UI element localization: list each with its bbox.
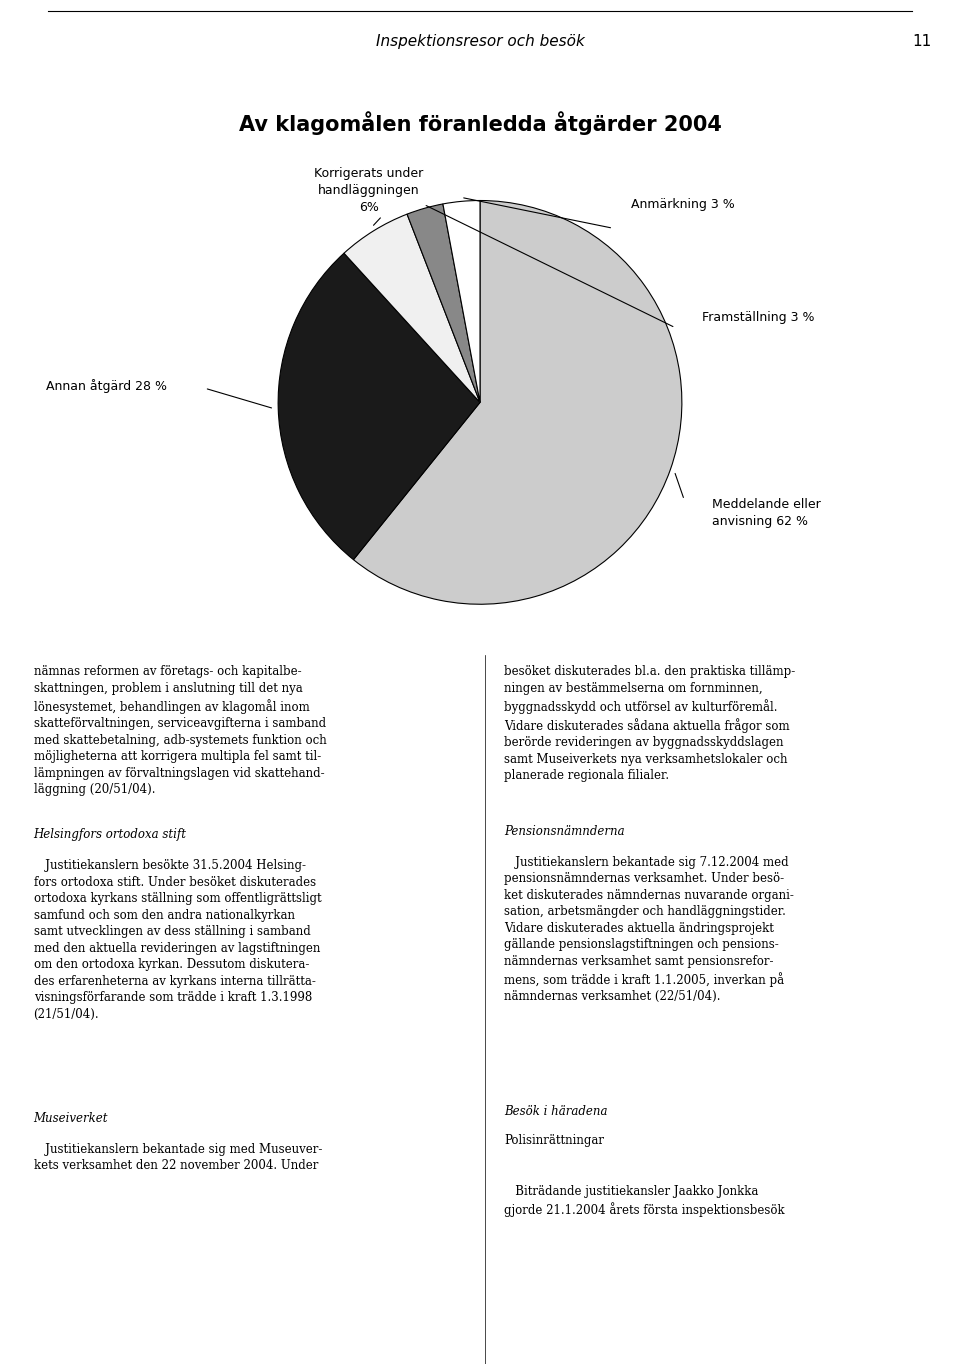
Text: Helsingfors ortodoxa stift: Helsingfors ortodoxa stift: [34, 828, 186, 842]
Wedge shape: [278, 254, 480, 559]
Text: Museiverket: Museiverket: [34, 1112, 108, 1125]
Text: 11: 11: [912, 34, 931, 49]
Text: besöket diskuterades bl.a. den praktiska tillämp-
ningen av bestämmelserna om fo: besöket diskuterades bl.a. den praktiska…: [504, 666, 795, 816]
Text: Anmärkning 3 %: Anmärkning 3 %: [632, 198, 735, 211]
Text: Polisinrättningar: Polisinrättningar: [504, 1120, 604, 1147]
Text: Meddelande eller
anvisning 62 %: Meddelande eller anvisning 62 %: [712, 498, 821, 528]
Text: Besök i häradena: Besök i häradena: [504, 1105, 608, 1118]
Wedge shape: [407, 205, 480, 402]
Text: Justitiekanslern bekantade sig med Museuver-
kets verksamhet den 22 november 200: Justitiekanslern bekantade sig med Museu…: [34, 1127, 322, 1173]
Text: Justitiekanslern besökte 31.5.2004 Helsing-
fors ortodoxa stift. Under besöket d: Justitiekanslern besökte 31.5.2004 Helsi…: [34, 843, 322, 1053]
Text: Annan åtgärd 28 %: Annan åtgärd 28 %: [46, 379, 167, 393]
Text: Framställning 3 %: Framställning 3 %: [702, 311, 814, 325]
Wedge shape: [344, 214, 480, 402]
Text: Pensionsnämnderna: Pensionsnämnderna: [504, 825, 625, 837]
Text: Inspektionsresor och besök: Inspektionsresor och besök: [375, 34, 585, 49]
Text: nämnas reformen av företags- och kapitalbe-
skattningen, problem i anslutning ti: nämnas reformen av företags- och kapital…: [34, 666, 326, 829]
Text: Justitiekanslern bekantade sig 7.12.2004 med
pensionsnämndernas verksamhet. Unde: Justitiekanslern bekantade sig 7.12.2004…: [504, 839, 794, 1037]
Text: Biträdande justitiekansler Jaakko Jonkka
gjorde 21.1.2004 årets första inspektio: Biträdande justitiekansler Jaakko Jonkka…: [504, 1169, 784, 1218]
Wedge shape: [353, 201, 682, 604]
Text: Av klagomålen föranledda åtgärder 2004: Av klagomålen föranledda åtgärder 2004: [239, 110, 721, 135]
Text: Korrigerats under
handläggningen
6%: Korrigerats under handläggningen 6%: [314, 166, 423, 214]
Wedge shape: [443, 201, 480, 402]
